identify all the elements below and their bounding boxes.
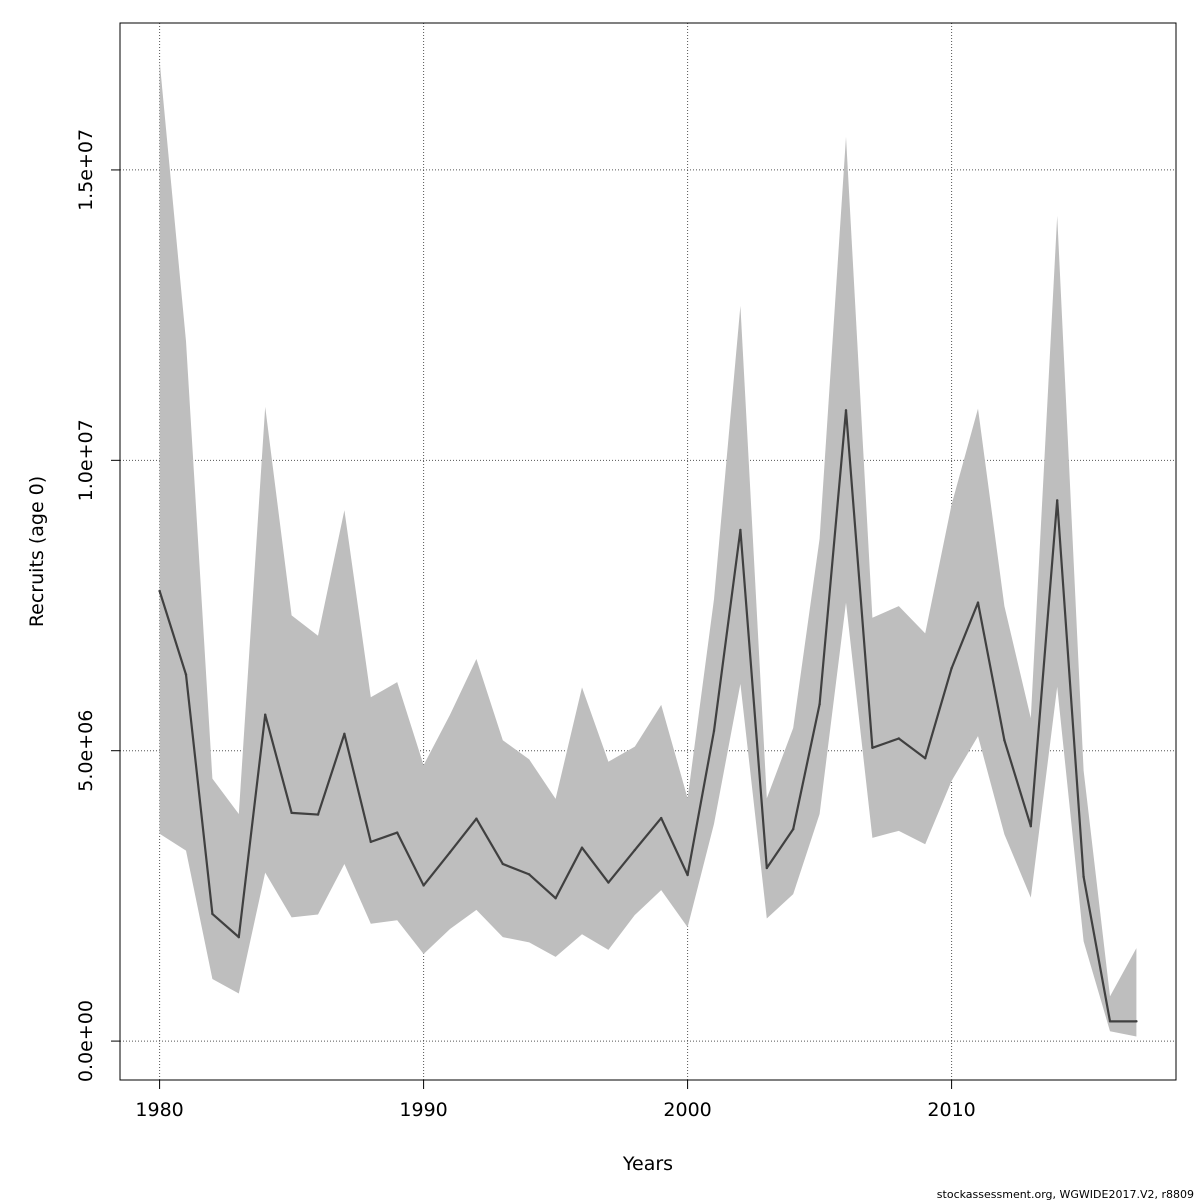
recruits-point-2006 — [844, 409, 848, 412]
recruits-point-1982 — [211, 912, 214, 916]
recruits-point-1993 — [501, 862, 504, 866]
recruits-series-line — [158, 409, 1137, 1023]
recruits-point-1991 — [448, 851, 452, 854]
recruits-point-1988 — [369, 840, 372, 844]
recruits-point-1987 — [343, 732, 346, 736]
x-tick-label-1990: 1990 — [399, 1099, 447, 1121]
recruits-point-1980 — [158, 589, 161, 593]
recruits-point-2009 — [924, 757, 927, 760]
recruits-point-1981 — [184, 673, 188, 676]
recruits-point-2012 — [1003, 739, 1006, 742]
recruits-point-2001 — [712, 729, 716, 733]
recruits-point-1985 — [290, 811, 293, 815]
recruits-point-2000 — [686, 873, 689, 877]
x-tick-label-2000: 2000 — [663, 1099, 711, 1121]
x-tick-label-1980: 1980 — [135, 1099, 183, 1121]
recruits-point-2014 — [1056, 499, 1059, 502]
x-axis-title: Years — [622, 1153, 673, 1175]
recruits-point-2013 — [1029, 825, 1033, 828]
recruits-point-2004 — [792, 827, 795, 831]
y-axis-title: Recruits (age 0) — [26, 476, 48, 627]
recruits-line-layer — [158, 409, 1138, 1023]
recruits-point-2003 — [765, 866, 768, 870]
recruits-point-2008 — [897, 737, 900, 740]
plot-frame — [119, 22, 1177, 1081]
recruits-point-1983 — [237, 935, 240, 939]
recruits-point-1999 — [660, 816, 663, 820]
y-tick-label-3: 1.5e+07 — [75, 129, 97, 211]
recruits-point-2016 — [1108, 1020, 1112, 1023]
y-tick-label-2: 1.0e+07 — [75, 419, 97, 501]
confidence-band — [159, 60, 1137, 1037]
recruits-point-2010 — [950, 667, 953, 670]
x-tick-label-2010: 2010 — [927, 1099, 975, 1121]
x-axis: 1980 1990 2000 2010 — [135, 1080, 976, 1121]
recruits-point-1994 — [528, 873, 531, 876]
recruits-point-2017 — [1135, 1020, 1138, 1023]
recruits-point-1986 — [316, 813, 320, 816]
recruits-point-2002 — [739, 528, 742, 532]
source-credit: stockassessment.org, WGWIDE2017.V2, r880… — [937, 1188, 1194, 1200]
recruits-point-1984 — [264, 713, 267, 716]
recruits-point-1995 — [554, 897, 557, 900]
confidence-band-layer — [159, 60, 1137, 1037]
recruits-point-2005 — [818, 703, 821, 706]
recruits-point-2007 — [871, 746, 874, 749]
recruits-point-1989 — [396, 831, 399, 834]
y-tick-label-0: 0.0e+00 — [75, 1000, 97, 1082]
recruits-point-2011 — [976, 601, 980, 604]
recruits-point-1997 — [607, 881, 610, 884]
recruits-point-2015 — [1082, 875, 1085, 878]
y-tick-label-1: 5.0e+06 — [75, 710, 97, 792]
recruits-point-1996 — [580, 846, 584, 849]
recruits-point-1998 — [633, 848, 636, 852]
y-axis: 0.0e+00 5.0e+06 1.0e+07 1.5e+07 — [75, 129, 120, 1082]
recruits-point-1990 — [422, 884, 425, 887]
recruits-point-1992 — [475, 817, 478, 820]
